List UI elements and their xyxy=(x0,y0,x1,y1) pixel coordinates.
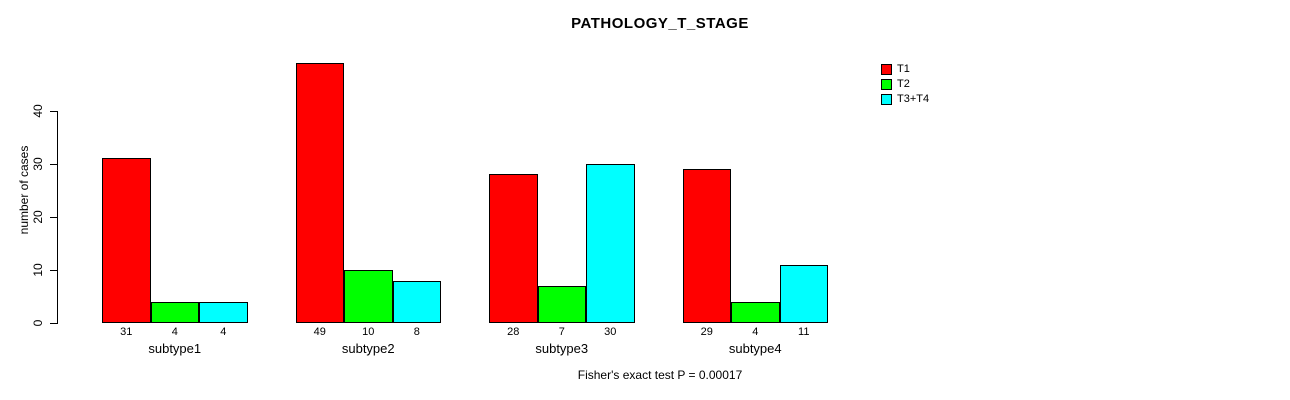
legend-label: T2 xyxy=(897,78,910,90)
bar-subtype2-T2 xyxy=(344,269,393,323)
y-tick-label: 30 xyxy=(31,157,45,171)
category-label-subtype2: subtype2 xyxy=(341,341,395,356)
category-label-subtype4: subtype4 xyxy=(728,341,782,356)
bar-value-label: 10 xyxy=(362,326,375,338)
y-tick-mark xyxy=(49,323,57,324)
legend-row-T3+T4: T3+T4 xyxy=(881,93,929,105)
bar-value-label: 30 xyxy=(604,326,617,338)
legend-row-T1: T1 xyxy=(881,63,929,75)
bar-value-label: 29 xyxy=(700,326,713,338)
legend-label: T1 xyxy=(897,63,910,75)
bar-subtype2-T3+T4 xyxy=(392,280,441,323)
chart-title: PATHOLOGY_T_STAGE xyxy=(571,15,749,32)
bar-value-label: 31 xyxy=(120,326,133,338)
bar-subtype1-T1 xyxy=(102,158,151,323)
bar-subtype3-T2 xyxy=(537,285,586,323)
bar-subtype2-T1 xyxy=(295,62,344,323)
bar-value-label: 4 xyxy=(171,326,178,338)
legend: T1 T2 T3+T4 xyxy=(881,63,929,108)
y-tick-mark xyxy=(49,216,57,218)
y-axis-label: number of cases xyxy=(17,145,31,235)
category-label-subtype1: subtype1 xyxy=(148,341,202,356)
bar-value-label: 4 xyxy=(220,326,227,338)
bar-subtype1-T3+T4 xyxy=(199,301,248,323)
legend-label: T3+T4 xyxy=(897,93,930,105)
legend-row-T2: T2 xyxy=(881,78,929,90)
bar-value-label: 49 xyxy=(313,326,326,338)
bar-value-label: 8 xyxy=(413,326,420,338)
y-tick-label: 0 xyxy=(31,319,45,327)
y-axis-line xyxy=(56,110,58,324)
y-tick-mark xyxy=(49,110,57,112)
y-tick-label: 20 xyxy=(31,210,45,224)
bar-value-label: 4 xyxy=(752,326,759,338)
legend-swatch-icon xyxy=(881,93,892,105)
bar-subtype1-T2 xyxy=(150,301,199,323)
bar-subtype4-T2 xyxy=(731,301,780,323)
bar-subtype4-T3+T4 xyxy=(779,264,828,323)
caption-text: Fisher's exact test P = 0.00017 xyxy=(577,368,743,382)
y-tick-label: 10 xyxy=(31,263,45,277)
y-tick-mark xyxy=(49,269,57,271)
bar-value-label: 7 xyxy=(558,326,565,338)
legend-swatch-icon xyxy=(881,63,892,75)
bar-subtype3-T1 xyxy=(489,174,538,323)
bar-subtype3-T3+T4 xyxy=(586,163,635,323)
y-tick-mark xyxy=(49,163,57,165)
bar-subtype4-T1 xyxy=(682,169,731,323)
bar-value-label: 11 xyxy=(798,326,810,338)
y-tick-label: 40 xyxy=(31,103,45,118)
bar-value-label: 28 xyxy=(507,326,520,338)
legend-swatch-icon xyxy=(881,78,892,90)
category-label-subtype3: subtype3 xyxy=(535,341,589,356)
